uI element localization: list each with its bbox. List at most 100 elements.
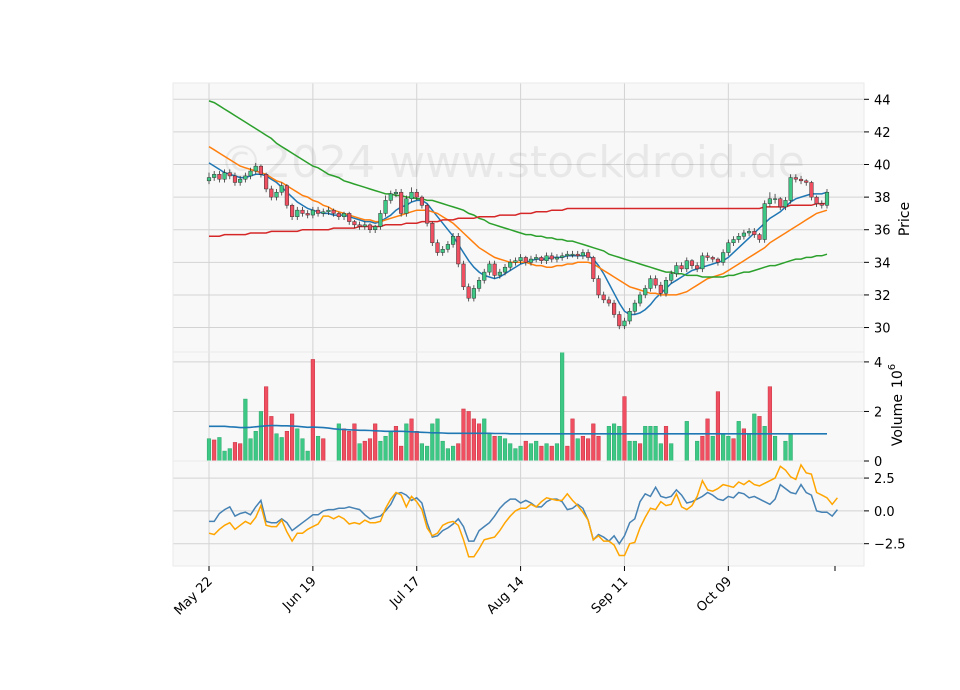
price-tick-label: 30 <box>874 322 891 337</box>
candle-body <box>575 253 580 257</box>
candle-body <box>565 253 570 257</box>
date-tick-label: Oct 09 <box>694 574 735 615</box>
volume-bar <box>279 437 284 462</box>
volume-bar <box>497 435 502 462</box>
date-axis-ticks: May 22 Jun 19 Jul 17 Aug 14 Sep 11 Oct 09 <box>172 566 836 618</box>
candle <box>544 252 549 264</box>
volume-bar <box>253 431 258 462</box>
candle <box>497 268 502 279</box>
oscillator-blue-line <box>209 483 838 546</box>
candle-body <box>399 191 404 214</box>
price-tick-label: 44 <box>874 93 891 108</box>
candle-body <box>373 226 378 230</box>
volume-bar <box>544 443 549 462</box>
volume-bar <box>482 418 487 462</box>
candle <box>471 285 476 302</box>
volume-bar <box>549 445 554 462</box>
volume-bar <box>726 435 731 462</box>
candle-body <box>570 253 575 256</box>
candle <box>295 206 300 220</box>
oscillator-tick-label: −2.5 <box>874 538 906 553</box>
candle-body <box>627 310 632 322</box>
volume-axis-title: Volume106 <box>887 364 906 446</box>
volume-bar <box>487 433 492 462</box>
candle-body <box>274 191 279 198</box>
candle <box>347 211 352 225</box>
candle-body <box>378 213 383 227</box>
candle <box>388 190 393 204</box>
candle-body <box>617 314 622 327</box>
candle-body <box>726 242 731 253</box>
candle <box>778 197 783 211</box>
candle-body <box>757 234 762 240</box>
panel-frame <box>172 460 865 567</box>
candle <box>383 195 388 217</box>
candle-body <box>715 258 721 263</box>
volume-bar <box>388 431 393 462</box>
candle <box>399 188 404 217</box>
candle-body <box>721 252 726 263</box>
volume-bar <box>430 423 435 462</box>
volume-bar <box>227 448 232 462</box>
candle <box>502 263 508 276</box>
volume-bar <box>591 423 596 462</box>
candle <box>378 210 383 230</box>
candle <box>243 172 248 183</box>
candle <box>747 228 752 237</box>
volume-bar <box>362 440 367 462</box>
volume-bar <box>243 398 248 462</box>
candle-body <box>305 213 310 216</box>
candle-body <box>695 265 700 270</box>
watermark: ©2024 www.stockdroid.de <box>219 137 805 188</box>
oscillator-axis-ticks: −2.5 0.0 2.5 <box>864 472 906 553</box>
candle-body <box>824 191 830 206</box>
volume-bar <box>341 428 347 462</box>
volume-bar <box>238 443 243 462</box>
candle <box>741 229 746 240</box>
candle-body <box>658 284 663 294</box>
candle-body <box>819 203 824 206</box>
candle <box>705 252 710 261</box>
candle <box>321 208 326 217</box>
volume-bar <box>731 438 736 462</box>
candle-body <box>752 231 757 235</box>
volume-bar <box>476 423 482 462</box>
oscillator-lines <box>208 463 838 558</box>
candle <box>523 255 528 266</box>
volume-bar <box>523 440 528 462</box>
volume-bar <box>404 423 409 462</box>
volume-bar <box>305 450 310 462</box>
ma-orange-line <box>208 145 828 296</box>
candle <box>248 167 253 180</box>
price-axis-ticks: 30 32 34 36 38 40 42 44 <box>864 93 891 337</box>
candle-body <box>601 294 606 301</box>
candle-body <box>451 235 456 245</box>
candle <box>336 211 341 220</box>
volume-bar <box>554 443 560 462</box>
candle-body <box>747 231 752 234</box>
candle <box>476 277 482 292</box>
volume-bar <box>560 351 565 462</box>
candle <box>824 188 830 209</box>
candle <box>617 311 622 330</box>
volume-bar <box>653 426 658 462</box>
volume-moving-average <box>209 424 827 435</box>
candle-body <box>586 252 591 258</box>
candle <box>508 259 513 271</box>
candle <box>310 206 315 219</box>
candle <box>653 275 658 289</box>
candle-body <box>383 200 388 214</box>
candle <box>492 260 497 279</box>
candle-body <box>653 278 658 286</box>
volume-bar <box>715 391 721 462</box>
candle <box>752 228 757 238</box>
candle-body <box>326 209 331 213</box>
volume-bar <box>658 443 663 462</box>
candle-body <box>528 258 534 263</box>
volume-bar <box>612 423 617 462</box>
candle <box>772 193 778 204</box>
candle <box>565 250 570 260</box>
candle-body <box>502 266 508 273</box>
candle-body <box>689 260 695 266</box>
candle-body <box>783 200 788 208</box>
